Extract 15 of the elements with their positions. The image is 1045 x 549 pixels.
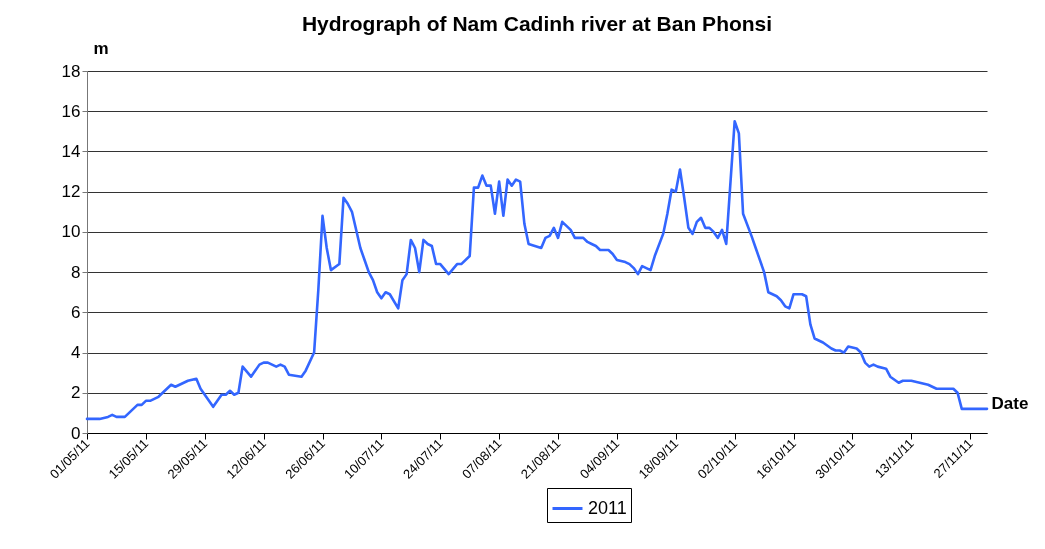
y-axis-title: m [93,38,109,58]
y-tick-label: 10 [61,222,81,242]
legend-label: 2011 [588,497,627,518]
chart-title: Hydrograph of Nam Cadinh river at Ban Phonsi [301,12,773,35]
y-tick-label: 0 [71,423,81,443]
x-axis-title: Date [991,393,1029,413]
y-tick-label: 12 [61,182,81,202]
y-tick-label: 14 [61,141,81,161]
y-tick-label: 4 [71,343,81,363]
y-tick-label: 8 [71,262,81,282]
y-tick-label: 6 [71,302,81,322]
y-tick-label: 16 [61,101,81,121]
y-tick-label: 18 [61,61,81,81]
y-tick-label: 2 [71,383,81,403]
line-series [85,119,989,421]
